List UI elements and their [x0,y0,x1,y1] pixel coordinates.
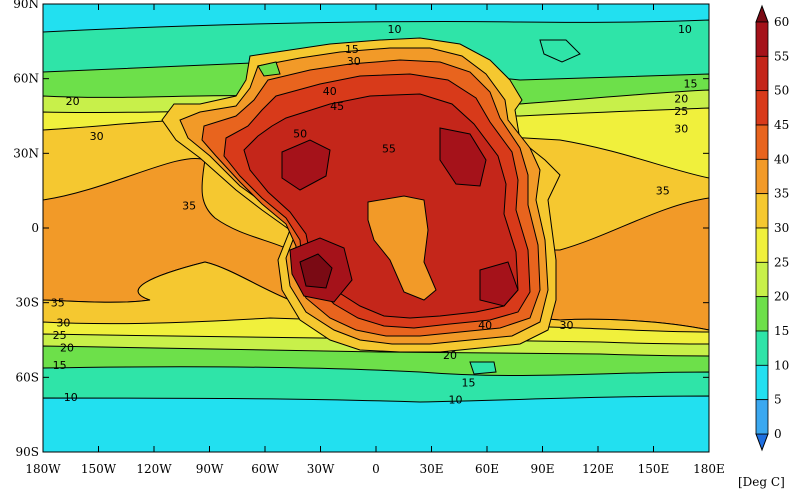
contour-label: 30 [560,319,574,332]
lat-tick-label: 90S [16,445,40,459]
contour-label: 20 [60,341,74,354]
colorbar-level-label: 55 [774,49,789,63]
colorbar-swatch [755,21,769,57]
lon-tick-label: 30W [307,462,335,476]
lat-tick-label: 60S [16,370,40,384]
contour-label: 50 [293,127,307,140]
contour-label: 35 [182,200,196,213]
contour-label: 20 [66,95,80,108]
lon-tick-label: 150W [81,462,117,476]
colorbar-level-label: 10 [774,358,789,372]
contour-label: 35 [51,297,65,310]
colorbar-swatch [755,296,769,332]
colorbar-swatch [755,330,769,366]
lat-tick-label: 90N [13,0,39,11]
lon-tick-label: 120E [582,462,614,476]
colorbar-level-label: 15 [774,324,789,338]
contour-label: 15 [53,359,67,372]
contour-label: 20 [443,349,457,362]
contour-label: 25 [53,329,67,342]
continent-55-60-north-east [439,127,487,187]
contour-label: 10 [449,394,463,407]
colorbar-swatch [755,193,769,229]
lon-tick-label: 180E [693,462,725,476]
lon-tick-label: 90W [196,462,224,476]
contour-label: 10 [64,391,78,404]
colorbar-level-label: 5 [774,393,782,407]
colorbar-level-label: 35 [774,187,789,201]
colorbar-level-label: 60 [774,15,789,29]
continent-55-60-north [281,139,331,191]
contour-label: 30 [90,130,104,143]
contour-label: 25 [674,105,688,118]
band-5-10-south [43,395,709,452]
colorbar-level-label: 25 [774,255,789,269]
colorbar-level-label: 0 [774,427,782,441]
colorbar-level-label: 45 [774,118,789,132]
lon-tick-label: 30E [419,462,443,476]
latitude-axis: 90N 60N 30N 0 30S 60S 90S [13,0,709,459]
lon-tick-label: 60W [251,462,279,476]
lon-tick-label: 0 [372,462,380,476]
lon-tick-label: 60E [475,462,499,476]
contour-label: 15 [684,78,698,91]
continent-above-60 [299,253,333,289]
contour-label: 10 [678,23,692,36]
colorbar-swatch [755,364,769,401]
lon-tick-label: 180W [25,462,61,476]
island-north-west [257,61,281,77]
contour-label: 15 [345,43,359,56]
colorbar-level-label: 20 [774,290,789,304]
continent-55-60-south-east [479,261,519,307]
colorbar-swatch [755,158,769,195]
lat-tick-label: 60N [13,72,39,86]
lat-tick-label: 30S [16,296,40,310]
colorbar-level-label: 40 [774,152,789,166]
colorbar-swatch [755,227,769,263]
units-label: [Deg C] [738,475,785,489]
contour-label: 30 [674,122,688,135]
contour-label: 30 [347,55,361,68]
island-south-east [469,361,497,375]
colorbar-swatch [755,55,769,92]
colorbar-swatch [755,90,769,126]
lon-tick-label: 90E [530,462,554,476]
lat-tick-label: 30N [13,146,39,160]
contour-label: 40 [478,319,492,332]
lon-tick-label: 150E [638,462,670,476]
inland-sea [367,195,437,301]
contour-label: 55 [382,142,396,155]
island-north-pacific [539,39,581,63]
contour-label: 15 [462,376,476,389]
colorbar-swatch [755,124,769,160]
contour-label: 10 [388,23,402,36]
contour-label: 20 [674,93,688,106]
contour-label: 35 [656,185,670,198]
contour-label: 40 [323,85,337,98]
colorbar-swatch [755,261,769,298]
colorbar-level-label: 50 [774,84,789,98]
colorbar-top-arrow [755,4,769,23]
colorbar-level-label: 30 [774,221,789,235]
lon-tick-label: 120W [136,462,172,476]
contour-label: 45 [330,100,344,113]
longitude-axis: 180W 150W 120W 90W 60W 30W 0 30E 60E 90E 120E 150E 1… [25,4,725,476]
contour-label: 30 [56,317,70,330]
lat-tick-label: 0 [31,221,39,235]
colorbar-swatch [755,399,769,435]
colorbar-bottom-arrow [755,433,769,452]
